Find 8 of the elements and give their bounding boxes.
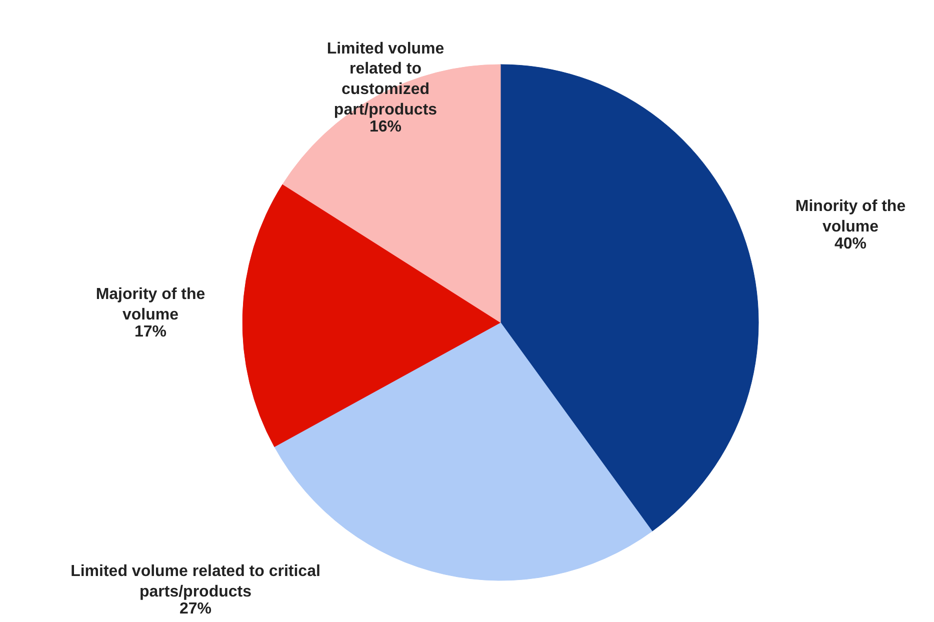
data-label: 27% [179, 600, 212, 618]
slice-label: Limited volume related to customized part/products [326, 40, 444, 118]
data-label: 40% [834, 236, 867, 252]
slice-label: Majority of the volume [96, 286, 206, 324]
data-label: 16% [369, 118, 402, 136]
slice-label: Minority of the volume [795, 198, 906, 236]
data-label: 17% [134, 324, 167, 340]
slice-label: Limited volume related to critical parts/products [70, 563, 320, 600]
